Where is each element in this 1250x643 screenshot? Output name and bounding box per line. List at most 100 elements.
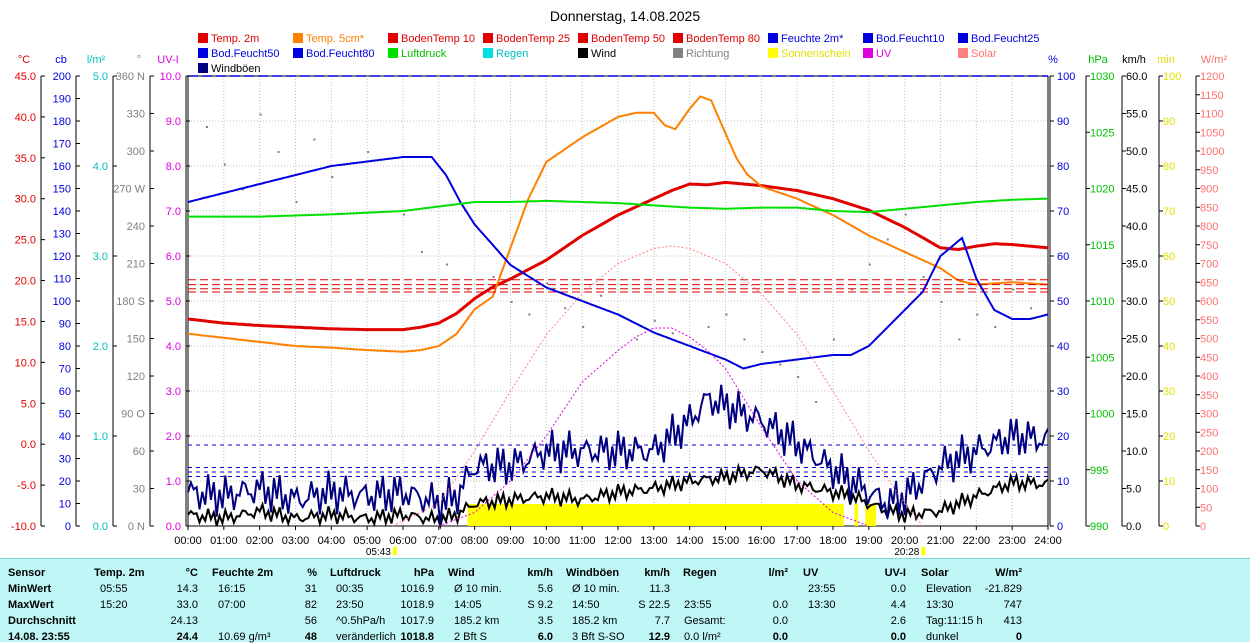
- stats-uv-value: 4.4: [890, 599, 906, 611]
- wind-direction-point: [707, 326, 710, 328]
- stats-wind-label: 14:05: [454, 599, 482, 611]
- press-tick-label: 1015: [1090, 240, 1114, 252]
- stats-header: Temp. 2m: [94, 567, 145, 579]
- wind-direction-point: [467, 288, 470, 291]
- solar-tick-label: 150: [1200, 465, 1218, 477]
- wind-direction-point: [653, 319, 656, 322]
- x-tick-label: 20:00: [891, 535, 919, 547]
- min-tick-label: 70: [1163, 206, 1175, 218]
- hum-tick-label: 10: [1057, 476, 1069, 488]
- legend-label: Luftdruck: [401, 48, 447, 60]
- wind-direction-point: [994, 326, 997, 328]
- x-tick-label: 10:00: [533, 535, 561, 547]
- rain-tick-label: 4.0: [93, 161, 108, 173]
- min-tick-label: 30: [1163, 386, 1175, 398]
- x-tick-label: 04:00: [318, 535, 346, 547]
- wind-direction-point: [761, 351, 764, 353]
- stats-temp-value: 24.4: [176, 631, 198, 643]
- stats-header: UV: [803, 567, 819, 579]
- uv-axis-unit: UV-I: [157, 54, 178, 66]
- legend-label: BodenTemp 80: [686, 33, 760, 45]
- stats-solar-value: 413: [1003, 615, 1022, 627]
- statistics-table: Sensor Temp. 2m °C Feuchte 2m% Luftdruck hPa W…: [0, 558, 1250, 643]
- stats-header: W/m²: [995, 567, 1022, 579]
- hum-tick-label: 20: [1057, 431, 1069, 443]
- legend-swatch: [198, 48, 208, 58]
- legend-swatch: [293, 48, 303, 58]
- wind-direction-point: [295, 201, 298, 203]
- solar-tick-label: 800: [1200, 221, 1218, 233]
- legend-label: Windböen: [211, 63, 261, 75]
- wind-tick-label: 35.0: [1126, 259, 1147, 271]
- legend-label: Temp. 2m: [211, 33, 259, 45]
- x-tick-label: 09:00: [497, 535, 525, 547]
- legend-label: BodenTemp 25: [496, 33, 570, 45]
- press-axis-unit: hPa: [1088, 54, 1108, 66]
- solar-tick-label: 100: [1200, 484, 1218, 496]
- temp-tick-label: 5.0: [21, 398, 36, 410]
- legend-swatch: [483, 48, 493, 58]
- stats-solar-label: 13:30: [926, 599, 954, 611]
- stats-rain-value: 0.0: [772, 599, 788, 611]
- x-tick-label: 19:00: [855, 535, 883, 547]
- solar-tick-label: 750: [1200, 240, 1218, 252]
- dir-tick-label: 360 N: [116, 71, 145, 83]
- stats-wind-value: 5.6: [537, 583, 553, 595]
- wind-direction-point: [223, 163, 226, 166]
- x-tick-label: 13:00: [640, 535, 668, 547]
- cb-tick-label: 150: [53, 184, 71, 196]
- wind-direction-point: [277, 151, 280, 153]
- uv-tick-label: 1.0: [166, 476, 181, 488]
- hum-tick-label: 0: [1057, 521, 1063, 533]
- uv-tick-label: 5.0: [166, 296, 181, 308]
- wind-direction-point: [904, 213, 907, 216]
- wind-direction-point: [564, 307, 567, 310]
- stats-rain-label: Gesamt:: [684, 615, 726, 627]
- temp-axis-unit: °C: [18, 54, 30, 66]
- uv-tick-label: 8.0: [166, 161, 181, 173]
- rain-tick-label: 3.0: [93, 251, 108, 263]
- uv-tick-label: 0.0: [166, 521, 181, 533]
- legend-swatch: [673, 33, 683, 43]
- wind-direction-point: [600, 294, 603, 297]
- temp-tick-label: 10.0: [15, 357, 36, 369]
- legend-swatch: [578, 48, 588, 58]
- min-tick-label: 100: [1163, 71, 1181, 83]
- stats-hum-label: 16:15: [218, 583, 246, 595]
- series-line-wind: [187, 462, 1049, 530]
- solar-tick-label: 500: [1200, 334, 1218, 346]
- x-tick-label: 21:00: [927, 535, 955, 547]
- wind-direction-point: [850, 288, 853, 291]
- legend-label: Temp. 5cm*: [306, 33, 365, 45]
- wind-tick-label: 5.0: [1126, 484, 1141, 496]
- legend-label: Wind: [591, 48, 616, 60]
- solar-tick-label: 550: [1200, 315, 1218, 327]
- legend-label: BodenTemp 10: [401, 33, 475, 45]
- uv-tick-label: 3.0: [166, 386, 181, 398]
- hum-tick-label: 70: [1057, 206, 1069, 218]
- stats-hum-value: 82: [304, 599, 317, 611]
- wind-direction-point: [492, 276, 495, 278]
- solar-tick-label: 200: [1200, 446, 1218, 458]
- stats-header: Wind: [448, 567, 475, 579]
- wind-tick-label: 10.0: [1126, 446, 1147, 458]
- wind-tick-label: 55.0: [1126, 109, 1147, 121]
- wind-tick-label: 30.0: [1126, 296, 1147, 308]
- wind-direction-point: [528, 313, 531, 316]
- stats-hum-value: 31: [304, 583, 317, 595]
- wind-direction-point: [205, 126, 208, 128]
- weather-chart: Donnerstag, 14.08.2025 Temp. 2m Temp. 5cm…: [11, 8, 1228, 558]
- stats-hum-value: 56: [304, 615, 317, 627]
- wind-direction-point: [671, 332, 674, 335]
- solar-tick-label: 450: [1200, 352, 1218, 364]
- stats-header: km/h: [527, 567, 553, 579]
- wind-direction-point: [815, 401, 818, 403]
- solar-tick-label: 350: [1200, 390, 1218, 402]
- stats-gust-value: 12.9: [648, 631, 670, 643]
- legend-label: Regen: [496, 48, 528, 60]
- stats-uv-label: 23:55: [808, 583, 836, 595]
- series-line-temp-2m: [187, 180, 1049, 332]
- legend-swatch: [768, 33, 778, 43]
- stats-temp-label: 15:20: [100, 599, 128, 611]
- x-tick-label: 01:00: [210, 535, 238, 547]
